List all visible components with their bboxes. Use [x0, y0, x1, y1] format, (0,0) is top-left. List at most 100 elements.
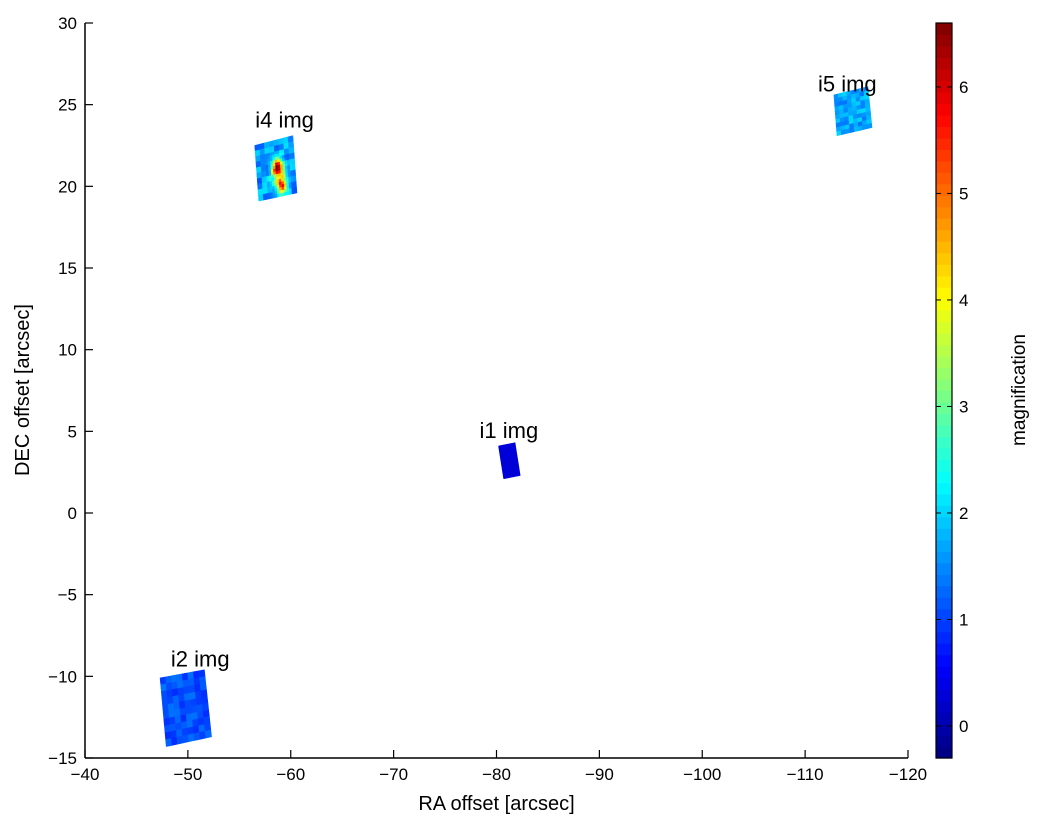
colorbar-step — [936, 459, 952, 472]
colorbar-step — [936, 172, 952, 185]
colorbar-step — [936, 539, 952, 552]
colorbar-step — [936, 424, 952, 438]
colorbar-tick-label: 3 — [959, 397, 968, 416]
image-label: i5 img — [818, 72, 877, 97]
colorbar-step — [936, 344, 952, 357]
colorbar-step — [936, 218, 952, 231]
colorbar-step — [936, 585, 952, 598]
colorbar-title: magnification — [1009, 334, 1030, 446]
colorbar-step — [936, 746, 952, 759]
colorbar-step — [936, 413, 952, 426]
y-tick-label: 25 — [58, 96, 77, 115]
image-label: i1 img — [480, 418, 539, 443]
colorbar-step — [936, 654, 952, 667]
colorbar-tick-label: 0 — [959, 717, 968, 736]
colorbar-step — [936, 470, 952, 483]
colorbar-step — [936, 367, 952, 380]
magnification-cell — [869, 125, 873, 129]
colorbar-tick-label: 6 — [959, 78, 968, 97]
x-tick-label: −50 — [173, 765, 202, 784]
y-axis-title: DEC offset [arcsec] — [12, 304, 34, 476]
axes-layer: −40 −50 −60 −70 −80 −90 −100 −110 −120−15−10−505… — [48, 14, 927, 784]
colorbar-tick-label: 1 — [959, 611, 968, 630]
magnification-cell — [294, 189, 298, 194]
colorbar-step — [936, 195, 952, 208]
colorbar-step — [936, 562, 952, 575]
magnification-cell — [208, 733, 212, 738]
colorbar-step — [936, 45, 952, 59]
x-tick-label: −120 — [889, 765, 927, 784]
colorbar-step — [936, 321, 952, 334]
colorbar-step — [936, 80, 952, 93]
colorbar-tick-label: 2 — [959, 504, 968, 523]
colorbar-step — [936, 298, 952, 311]
x-tick-label: −70 — [379, 765, 408, 784]
colorbar-step — [936, 241, 952, 254]
colorbar-step — [936, 493, 952, 506]
colorbar-step — [936, 390, 952, 403]
colorbar-step — [936, 379, 952, 392]
colorbar-step — [936, 57, 952, 70]
colorbar-step — [936, 91, 952, 104]
colorbar-step — [936, 206, 952, 219]
image-2-patch: i2 img — [159, 647, 230, 747]
x-tick-label: −80 — [482, 765, 511, 784]
colorbar-step — [936, 264, 952, 277]
lensed-images-layer: i1 img i2 img i4 img i5 img — [159, 72, 877, 747]
colorbar-step — [936, 103, 952, 116]
colorbar-tick-label: 5 — [959, 184, 968, 203]
colorbar-step — [936, 160, 952, 173]
colorbar-step — [936, 574, 952, 587]
colorbar-step — [936, 229, 952, 242]
colorbar-tick-label: 4 — [959, 291, 968, 310]
x-tick-label: −60 — [276, 765, 305, 784]
colorbar-step — [936, 620, 952, 633]
colorbar: 0 1 2 3 4 5 6 — [935, 22, 968, 759]
colorbar-step — [936, 482, 952, 495]
y-tick-label: 20 — [58, 177, 77, 196]
y-tick-label: 15 — [58, 259, 77, 278]
colorbar-step — [936, 712, 952, 725]
colorbar-step — [936, 735, 952, 748]
colorbar-step — [936, 137, 952, 150]
x-tick-label: −110 — [787, 765, 824, 784]
colorbar-step — [936, 34, 952, 47]
colorbar-step — [936, 114, 952, 127]
y-tick-label: 10 — [58, 341, 77, 360]
colorbar-step — [936, 677, 952, 690]
colorbar-step — [936, 287, 952, 300]
colorbar-step — [936, 608, 952, 621]
y-tick-label: 0 — [68, 504, 77, 523]
colorbar-step — [936, 700, 952, 713]
colorbar-step — [936, 551, 952, 564]
colorbar-step — [936, 401, 952, 415]
x-axis-title: RA offset [arcsec] — [418, 793, 574, 815]
y-tick-label: −10 — [48, 667, 77, 686]
colorbar-step — [936, 126, 952, 139]
x-tick-label: −40 — [71, 765, 100, 784]
colorbar-step — [936, 666, 952, 679]
colorbar-step — [936, 723, 952, 736]
y-tick-label: −15 — [48, 749, 77, 768]
colorbar-step — [936, 528, 952, 541]
colorbar-step — [936, 643, 952, 656]
magnification-cell — [518, 473, 521, 476]
colorbar-step — [936, 516, 952, 529]
y-tick-label: 30 — [58, 14, 77, 33]
y-tick-label: −5 — [58, 586, 77, 605]
image-4-patch: i5 img — [818, 72, 877, 137]
colorbar-step — [936, 597, 952, 610]
colorbar-step — [936, 68, 952, 82]
image-label: i4 img — [255, 108, 314, 133]
colorbar-step — [936, 505, 952, 518]
colorbar-step — [936, 356, 952, 369]
colorbar-step — [936, 252, 952, 265]
colorbar-frame — [935, 22, 953, 759]
y-tick-label: 5 — [68, 422, 77, 441]
colorbar-step — [936, 333, 952, 346]
colorbar-step — [936, 183, 952, 196]
image-label: i2 img — [171, 647, 230, 672]
colorbar-step — [936, 310, 952, 323]
colorbar-step — [936, 689, 952, 702]
colorbar-step — [936, 631, 952, 644]
